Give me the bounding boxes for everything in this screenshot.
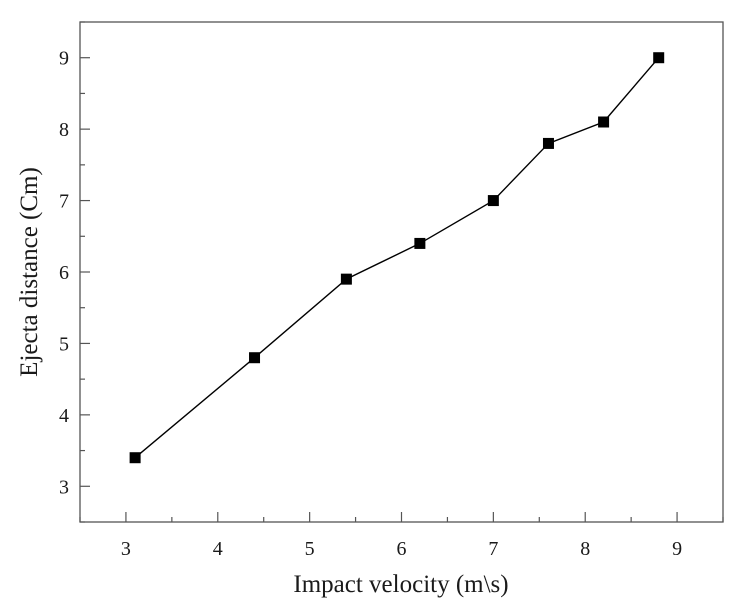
y-tick-label: 7 bbox=[59, 191, 69, 213]
x-axis: 3 4 5 6 7 8 9 bbox=[79, 512, 724, 560]
y-tick-label: 3 bbox=[59, 476, 69, 498]
x-tick-label: 9 bbox=[672, 538, 682, 560]
plot-frame bbox=[79, 21, 724, 523]
x-tick-label: 8 bbox=[580, 538, 590, 560]
data-point bbox=[129, 452, 141, 464]
data-point bbox=[487, 195, 499, 207]
data-point bbox=[340, 273, 352, 285]
y-tick-label: 8 bbox=[59, 119, 69, 141]
data-point bbox=[653, 52, 665, 64]
x-tick-label: 6 bbox=[397, 538, 407, 560]
data-point bbox=[249, 352, 261, 364]
series-line bbox=[134, 57, 660, 459]
y-tick-label: 9 bbox=[59, 48, 69, 70]
y-tick-label: 6 bbox=[59, 262, 69, 284]
data-point bbox=[598, 116, 610, 128]
data-point bbox=[542, 137, 554, 149]
y-tick-label: 5 bbox=[59, 333, 69, 355]
data-point bbox=[414, 237, 426, 249]
x-tick-label: 5 bbox=[305, 538, 315, 560]
x-tick-label: 7 bbox=[488, 538, 498, 560]
x-axis-title: Impact velocity (m\s) bbox=[293, 571, 508, 598]
series-layer bbox=[129, 52, 665, 464]
y-tick-label: 4 bbox=[59, 405, 69, 427]
x-tick-label: 4 bbox=[213, 538, 223, 560]
x-tick-label: 3 bbox=[121, 538, 131, 560]
y-axis-title: Ejecta distance (Cm) bbox=[16, 167, 43, 377]
y-axis: 3 4 5 6 7 8 9 bbox=[59, 21, 90, 523]
